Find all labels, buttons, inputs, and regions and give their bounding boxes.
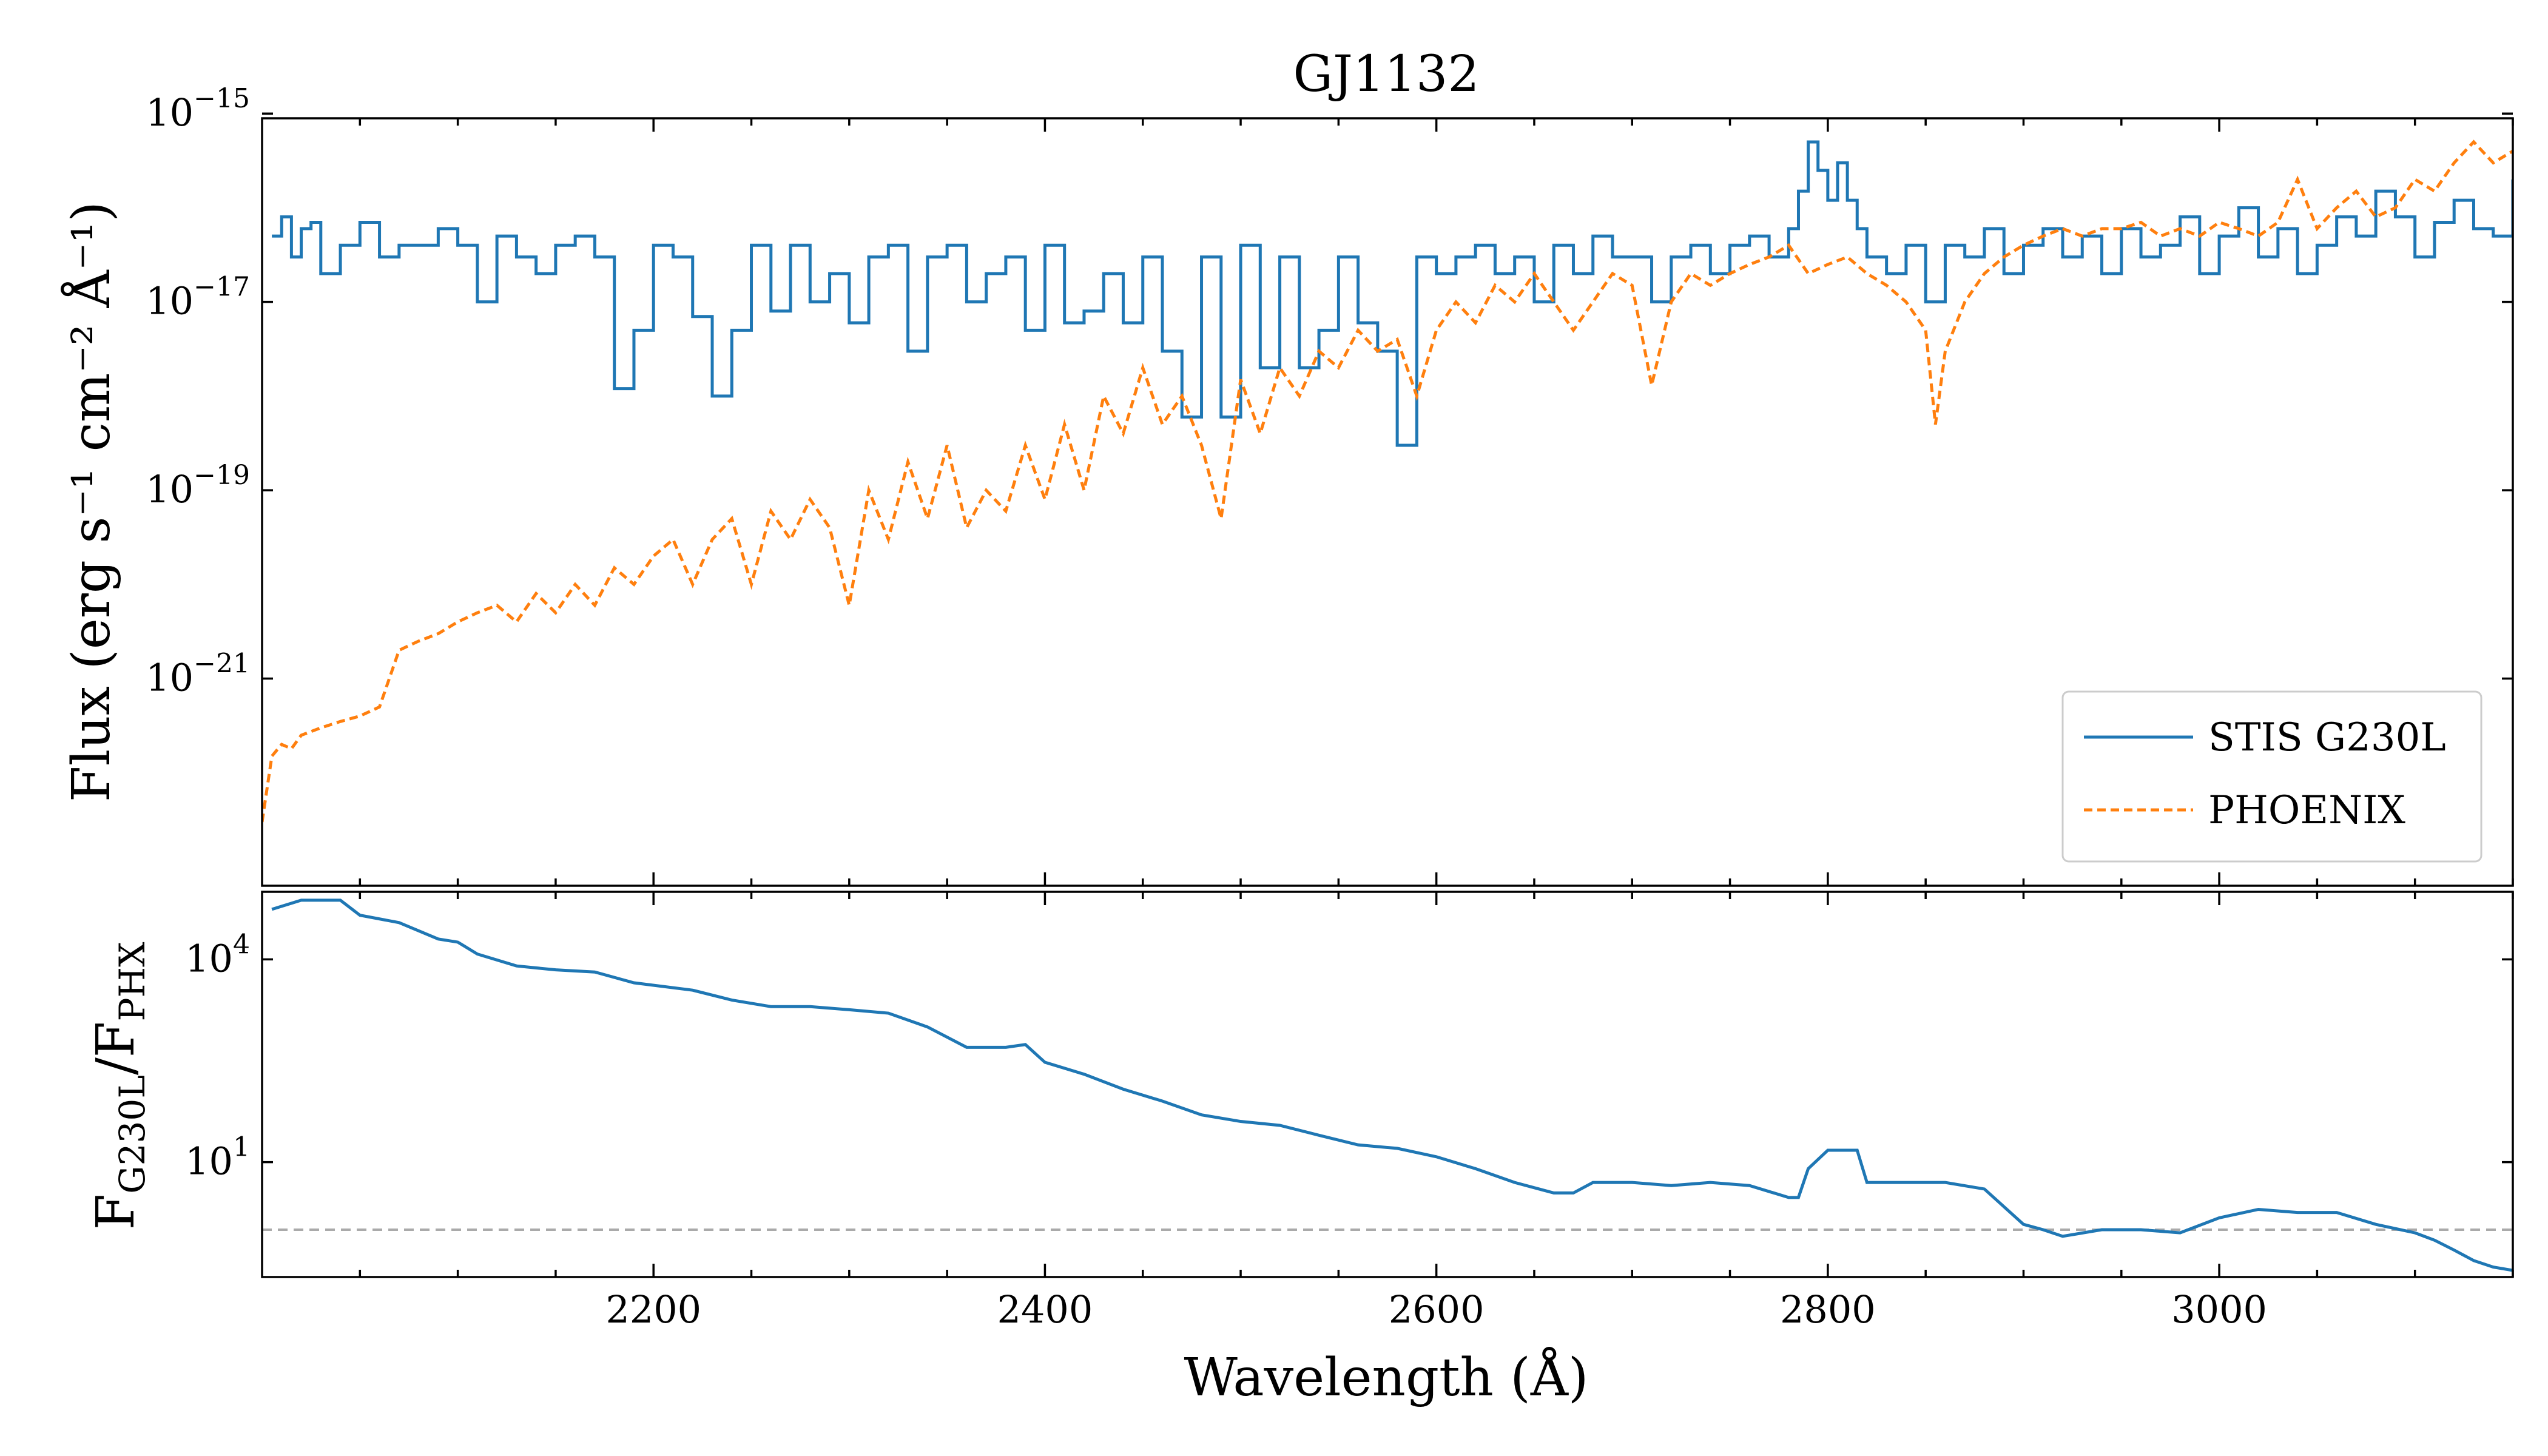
top-y-axis-label: Flux (erg s⁻¹ cm⁻² Å⁻¹) <box>61 201 122 802</box>
top-y-tick-label: 10−19 <box>146 460 250 511</box>
ratio-series-line <box>271 898 2513 1272</box>
top-y-tick-label: 10−15 <box>146 83 250 135</box>
bottom-y-tick-label: 104 <box>185 929 250 980</box>
phoenix-series-line <box>262 140 2513 823</box>
top-plot-frame <box>261 117 2514 887</box>
top-panel: 10−15 10−17 10−19 10−21 Flux (erg s⁻¹ cm⁻² … <box>61 83 2514 887</box>
top-y-tick-label: 10−21 <box>146 649 250 700</box>
bottom-y-axis-label: FG230L/FPHX <box>86 942 153 1230</box>
bottom-panel: 104 101 2200 2400 2600 2800 3000 FG230L/FPHX W… <box>86 891 2514 1408</box>
x-tick-label: 2800 <box>1780 1287 1876 1332</box>
x-tick-label: 2600 <box>1389 1287 1485 1332</box>
legend-label: PHOENIX <box>2208 788 2405 833</box>
stis-series-line <box>272 140 2513 447</box>
x-tick-label: 3000 <box>2171 1287 2267 1332</box>
x-tick-label: 2400 <box>997 1287 1093 1332</box>
legend: STIS G230L PHOENIX <box>2061 690 2482 863</box>
bottom-y-tick-label: 101 <box>185 1132 250 1184</box>
x-axis-label: Wavelength (Å) <box>1184 1347 1588 1408</box>
x-tick-label: 2200 <box>605 1287 701 1332</box>
legend-box <box>2061 690 2482 863</box>
chart-title: GJ1132 <box>1293 46 1479 103</box>
legend-label: STIS G230L <box>2208 715 2446 760</box>
top-y-tick-label: 10−17 <box>146 272 250 323</box>
bottom-plot-frame <box>261 891 2514 1278</box>
